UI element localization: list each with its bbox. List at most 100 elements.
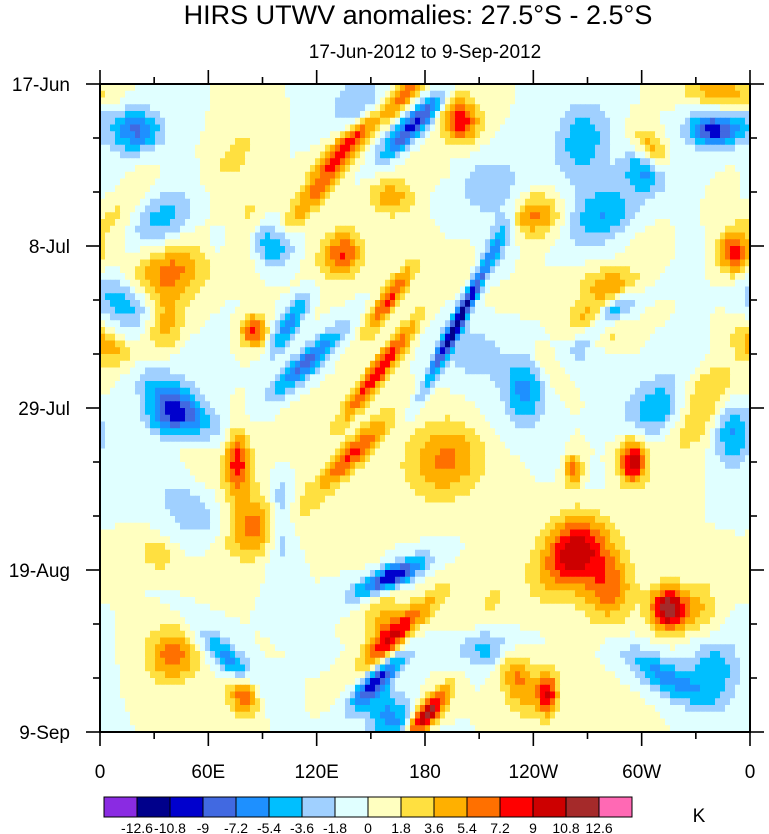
heatmap-cell xyxy=(650,158,656,166)
heatmap-cell xyxy=(430,279,436,288)
heatmap-cell xyxy=(310,205,316,213)
heatmap-cell xyxy=(540,225,546,234)
heatmap-cell xyxy=(635,192,641,200)
heatmap-cell xyxy=(255,97,261,105)
heatmap-cell xyxy=(660,225,666,234)
heatmap-cell xyxy=(720,246,726,254)
heatmap-cell xyxy=(435,138,441,146)
heatmap-cell xyxy=(645,225,651,234)
heatmap-cell xyxy=(740,192,746,200)
heatmap-cell xyxy=(570,293,576,301)
heatmap-cell xyxy=(455,225,461,234)
heatmap-cell xyxy=(685,84,691,92)
heatmap-cell xyxy=(570,300,576,308)
heatmap-cell xyxy=(330,246,336,254)
heatmap-cell xyxy=(410,293,416,301)
heatmap-cell xyxy=(530,293,536,301)
heatmap-cell xyxy=(440,259,446,267)
heatmap-cell xyxy=(700,192,706,200)
heatmap-cell xyxy=(575,252,581,261)
heatmap-cell xyxy=(530,192,536,200)
heatmap-cell xyxy=(120,117,126,126)
heatmap-cell xyxy=(575,198,581,207)
heatmap-cell xyxy=(475,259,481,267)
heatmap-cell xyxy=(175,320,181,328)
heatmap-cell xyxy=(685,111,691,119)
heatmap-cell xyxy=(460,138,466,146)
heatmap-cell xyxy=(325,286,331,294)
heatmap-cell xyxy=(390,178,396,186)
heatmap-cell xyxy=(720,219,726,227)
heatmap-cell xyxy=(700,198,706,207)
heatmap-cell xyxy=(720,138,726,146)
heatmap-cell xyxy=(440,239,446,247)
heatmap-cell xyxy=(300,205,306,213)
heatmap-cell xyxy=(550,117,556,126)
heatmap-cell xyxy=(425,225,431,234)
heatmap-cell xyxy=(365,97,371,105)
heatmap-cell xyxy=(660,198,666,207)
heatmap-cell xyxy=(710,212,716,220)
heatmap-cell xyxy=(260,124,266,132)
heatmap-cell xyxy=(625,232,631,240)
heatmap-cell xyxy=(510,205,516,213)
heatmap-cell xyxy=(205,246,211,254)
heatmap-cell xyxy=(610,225,616,234)
heatmap-cell xyxy=(290,131,296,139)
heatmap-cell xyxy=(695,212,701,220)
heatmap-cell xyxy=(670,212,676,220)
heatmap-cell xyxy=(310,117,316,126)
heatmap-cell xyxy=(280,273,286,281)
heatmap-cell xyxy=(415,219,421,227)
heatmap-cell xyxy=(170,313,176,321)
heatmap-cell xyxy=(435,327,441,335)
heatmap-cell xyxy=(595,97,601,105)
heatmap-cell xyxy=(485,198,491,207)
heatmap-cell xyxy=(660,279,666,288)
heatmap-cell xyxy=(370,158,376,166)
heatmap-cell xyxy=(480,171,486,180)
heatmap-cell xyxy=(690,178,696,186)
heatmap-cell xyxy=(185,158,191,166)
heatmap-cell xyxy=(550,212,556,220)
heatmap-cell xyxy=(705,124,711,132)
heatmap-cell xyxy=(570,212,576,220)
heatmap-cell xyxy=(300,90,306,99)
heatmap-cell xyxy=(145,165,151,173)
heatmap-cell xyxy=(575,320,581,328)
heatmap-cell xyxy=(340,104,346,112)
heatmap-cell xyxy=(430,138,436,146)
heatmap-cell xyxy=(220,158,226,166)
heatmap-cell xyxy=(335,212,341,220)
heatmap-cell xyxy=(440,300,446,308)
heatmap-cell xyxy=(405,232,411,240)
heatmap-cell xyxy=(475,117,481,126)
heatmap-cell xyxy=(490,165,496,173)
heatmap-cell xyxy=(720,144,726,153)
heatmap-cell xyxy=(355,225,361,234)
heatmap-cell xyxy=(145,131,151,139)
heatmap-cell xyxy=(200,293,206,301)
heatmap-cell xyxy=(745,252,751,261)
heatmap-cell xyxy=(235,300,241,308)
heatmap-cell xyxy=(530,151,536,159)
heatmap-cell xyxy=(270,252,276,261)
heatmap-cell xyxy=(230,333,236,342)
heatmap-cell xyxy=(695,320,701,328)
heatmap-cell xyxy=(730,124,736,132)
heatmap-cell xyxy=(130,306,136,315)
heatmap-cell xyxy=(220,198,226,207)
heatmap-cell xyxy=(375,205,381,213)
heatmap-cell xyxy=(205,306,211,315)
heatmap-cell xyxy=(610,111,616,119)
heatmap-cell xyxy=(730,90,736,99)
heatmap-cell xyxy=(395,239,401,247)
heatmap-cell xyxy=(630,97,636,105)
heatmap-cell xyxy=(550,144,556,153)
heatmap-cell xyxy=(285,232,291,240)
heatmap-cell xyxy=(640,259,646,267)
heatmap-cell xyxy=(530,300,536,308)
heatmap-cell xyxy=(370,84,376,92)
heatmap-cell xyxy=(695,219,701,227)
heatmap-cell xyxy=(670,232,676,240)
